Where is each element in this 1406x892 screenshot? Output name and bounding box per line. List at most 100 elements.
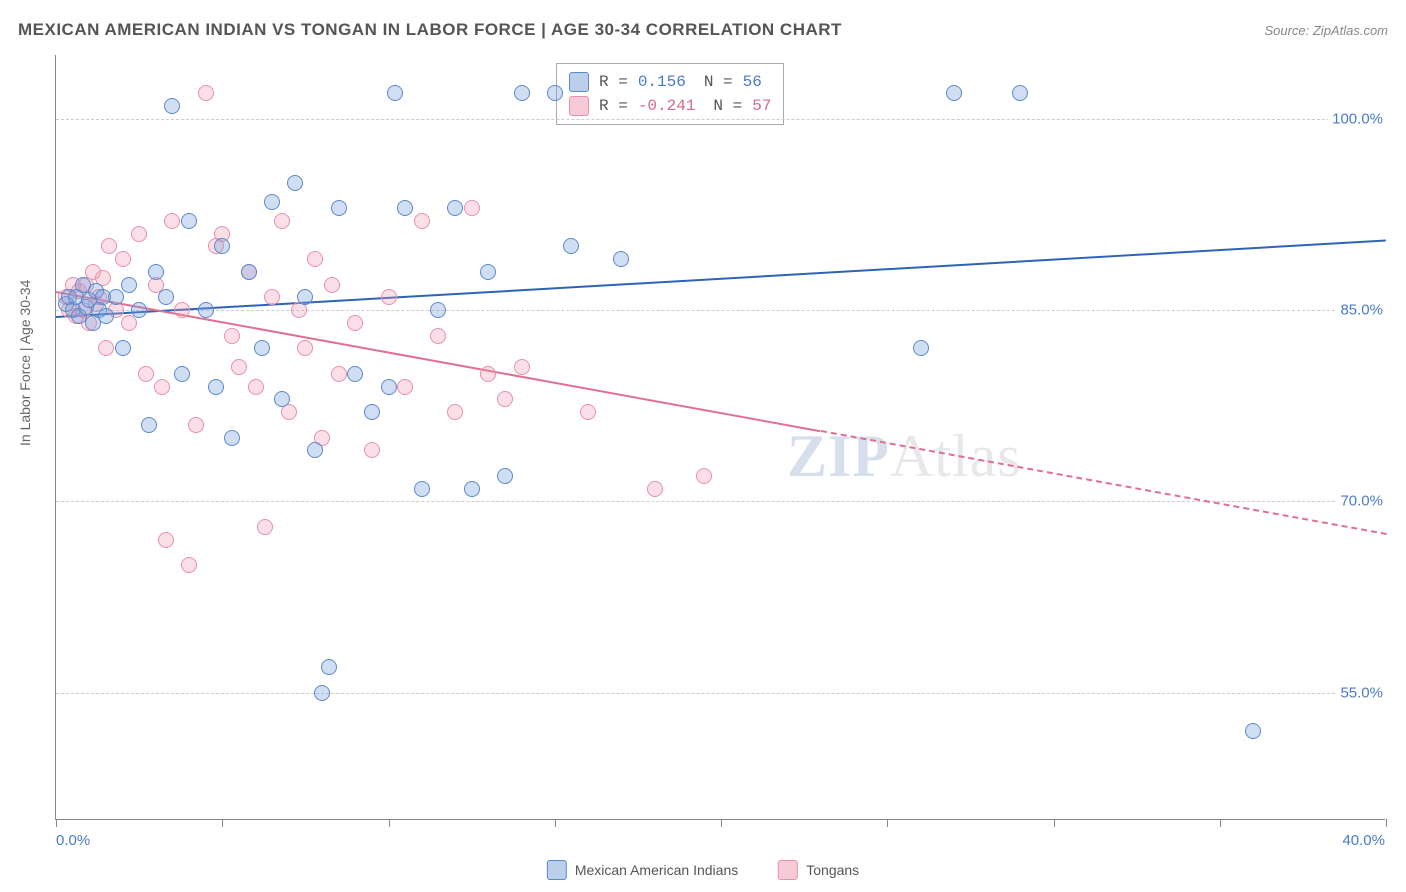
scatter-point — [188, 417, 204, 433]
scatter-point — [913, 340, 929, 356]
swatch-pink-icon — [569, 96, 589, 116]
legend-label-blue: Mexican American Indians — [575, 862, 738, 878]
scatter-point — [414, 481, 430, 497]
n-label-2: N = — [713, 97, 742, 115]
scatter-point — [347, 366, 363, 382]
r-label-2: R = — [599, 97, 628, 115]
scatter-point — [158, 532, 174, 548]
y-tick-label: 70.0% — [1336, 493, 1387, 510]
scatter-point — [381, 379, 397, 395]
x-tick — [389, 819, 390, 827]
scatter-point — [414, 213, 430, 229]
scatter-point — [563, 238, 579, 254]
scatter-point — [241, 264, 257, 280]
scatter-point — [231, 359, 247, 375]
scatter-point — [158, 289, 174, 305]
scatter-point — [364, 404, 380, 420]
scatter-point — [497, 391, 513, 407]
scatter-point — [141, 417, 157, 433]
scatter-point — [307, 442, 323, 458]
scatter-point — [314, 685, 330, 701]
scatter-point — [307, 251, 323, 267]
scatter-point — [324, 277, 340, 293]
scatter-point — [208, 379, 224, 395]
scatter-point — [198, 302, 214, 318]
scatter-point — [274, 213, 290, 229]
r-value-pink: -0.241 — [638, 97, 696, 115]
scatter-point — [447, 404, 463, 420]
n-value-blue: 56 — [743, 73, 762, 91]
y-tick-label: 55.0% — [1336, 684, 1387, 701]
chart-container: MEXICAN AMERICAN INDIAN VS TONGAN IN LAB… — [0, 0, 1406, 892]
scatter-point — [131, 226, 147, 242]
swatch-blue-icon — [569, 72, 589, 92]
scatter-point — [248, 379, 264, 395]
scatter-point — [331, 366, 347, 382]
scatter-point — [430, 328, 446, 344]
scatter-point — [347, 315, 363, 331]
r-label: R = — [599, 73, 628, 91]
scatter-point — [174, 302, 190, 318]
scatter-point — [331, 200, 347, 216]
x-tick — [1386, 819, 1387, 827]
scatter-point — [647, 481, 663, 497]
trendline — [56, 240, 1386, 318]
scatter-point — [214, 238, 230, 254]
scatter-point — [287, 175, 303, 191]
scatter-point — [1012, 85, 1028, 101]
corr-row-blue: R = 0.156 N = 56 — [569, 70, 771, 94]
scatter-point — [174, 366, 190, 382]
scatter-point — [274, 391, 290, 407]
x-tick — [222, 819, 223, 827]
x-tick — [555, 819, 556, 827]
scatter-point — [264, 289, 280, 305]
scatter-point — [430, 302, 446, 318]
scatter-point — [101, 238, 117, 254]
scatter-point — [198, 85, 214, 101]
scatter-point — [514, 85, 530, 101]
scatter-point — [181, 557, 197, 573]
header: MEXICAN AMERICAN INDIAN VS TONGAN IN LAB… — [18, 20, 1388, 40]
scatter-point — [547, 85, 563, 101]
scatter-point — [364, 442, 380, 458]
scatter-point — [946, 85, 962, 101]
y-tick-label: 85.0% — [1336, 302, 1387, 319]
scatter-point — [164, 213, 180, 229]
scatter-point — [447, 200, 463, 216]
scatter-point — [397, 379, 413, 395]
gridline-h — [56, 693, 1385, 694]
scatter-point — [397, 200, 413, 216]
scatter-point — [121, 277, 137, 293]
scatter-point — [98, 340, 114, 356]
x-tick — [721, 819, 722, 827]
scatter-point — [115, 340, 131, 356]
x-tick — [1220, 819, 1221, 827]
x-tick — [56, 819, 57, 827]
legend-swatch-pink-icon — [778, 860, 798, 880]
x-axis-max-label: 40.0% — [1342, 832, 1385, 849]
scatter-point — [154, 379, 170, 395]
scatter-point — [480, 366, 496, 382]
scatter-point — [514, 359, 530, 375]
scatter-point — [224, 328, 240, 344]
scatter-point — [148, 264, 164, 280]
scatter-point — [696, 468, 712, 484]
correlation-box: R = 0.156 N = 56 R = -0.241 N = 57 — [556, 63, 784, 125]
scatter-point — [580, 404, 596, 420]
legend-item-pink: Tongans — [778, 860, 859, 880]
scatter-point — [464, 481, 480, 497]
gridline-h — [56, 501, 1385, 502]
scatter-point — [138, 366, 154, 382]
trendline — [821, 430, 1387, 535]
gridline-h — [56, 119, 1385, 120]
chart-title: MEXICAN AMERICAN INDIAN VS TONGAN IN LAB… — [18, 20, 842, 40]
corr-row-pink: R = -0.241 N = 57 — [569, 94, 771, 118]
scatter-point — [264, 194, 280, 210]
legend-label-pink: Tongans — [806, 862, 859, 878]
scatter-point — [98, 308, 114, 324]
y-tick-label: 100.0% — [1328, 110, 1387, 127]
n-value-pink: 57 — [752, 97, 771, 115]
bottom-legend: Mexican American Indians Tongans — [547, 860, 859, 880]
plot-area: ZIPAtlas R = 0.156 N = 56 R = -0.241 N =… — [55, 55, 1385, 820]
scatter-point — [224, 430, 240, 446]
